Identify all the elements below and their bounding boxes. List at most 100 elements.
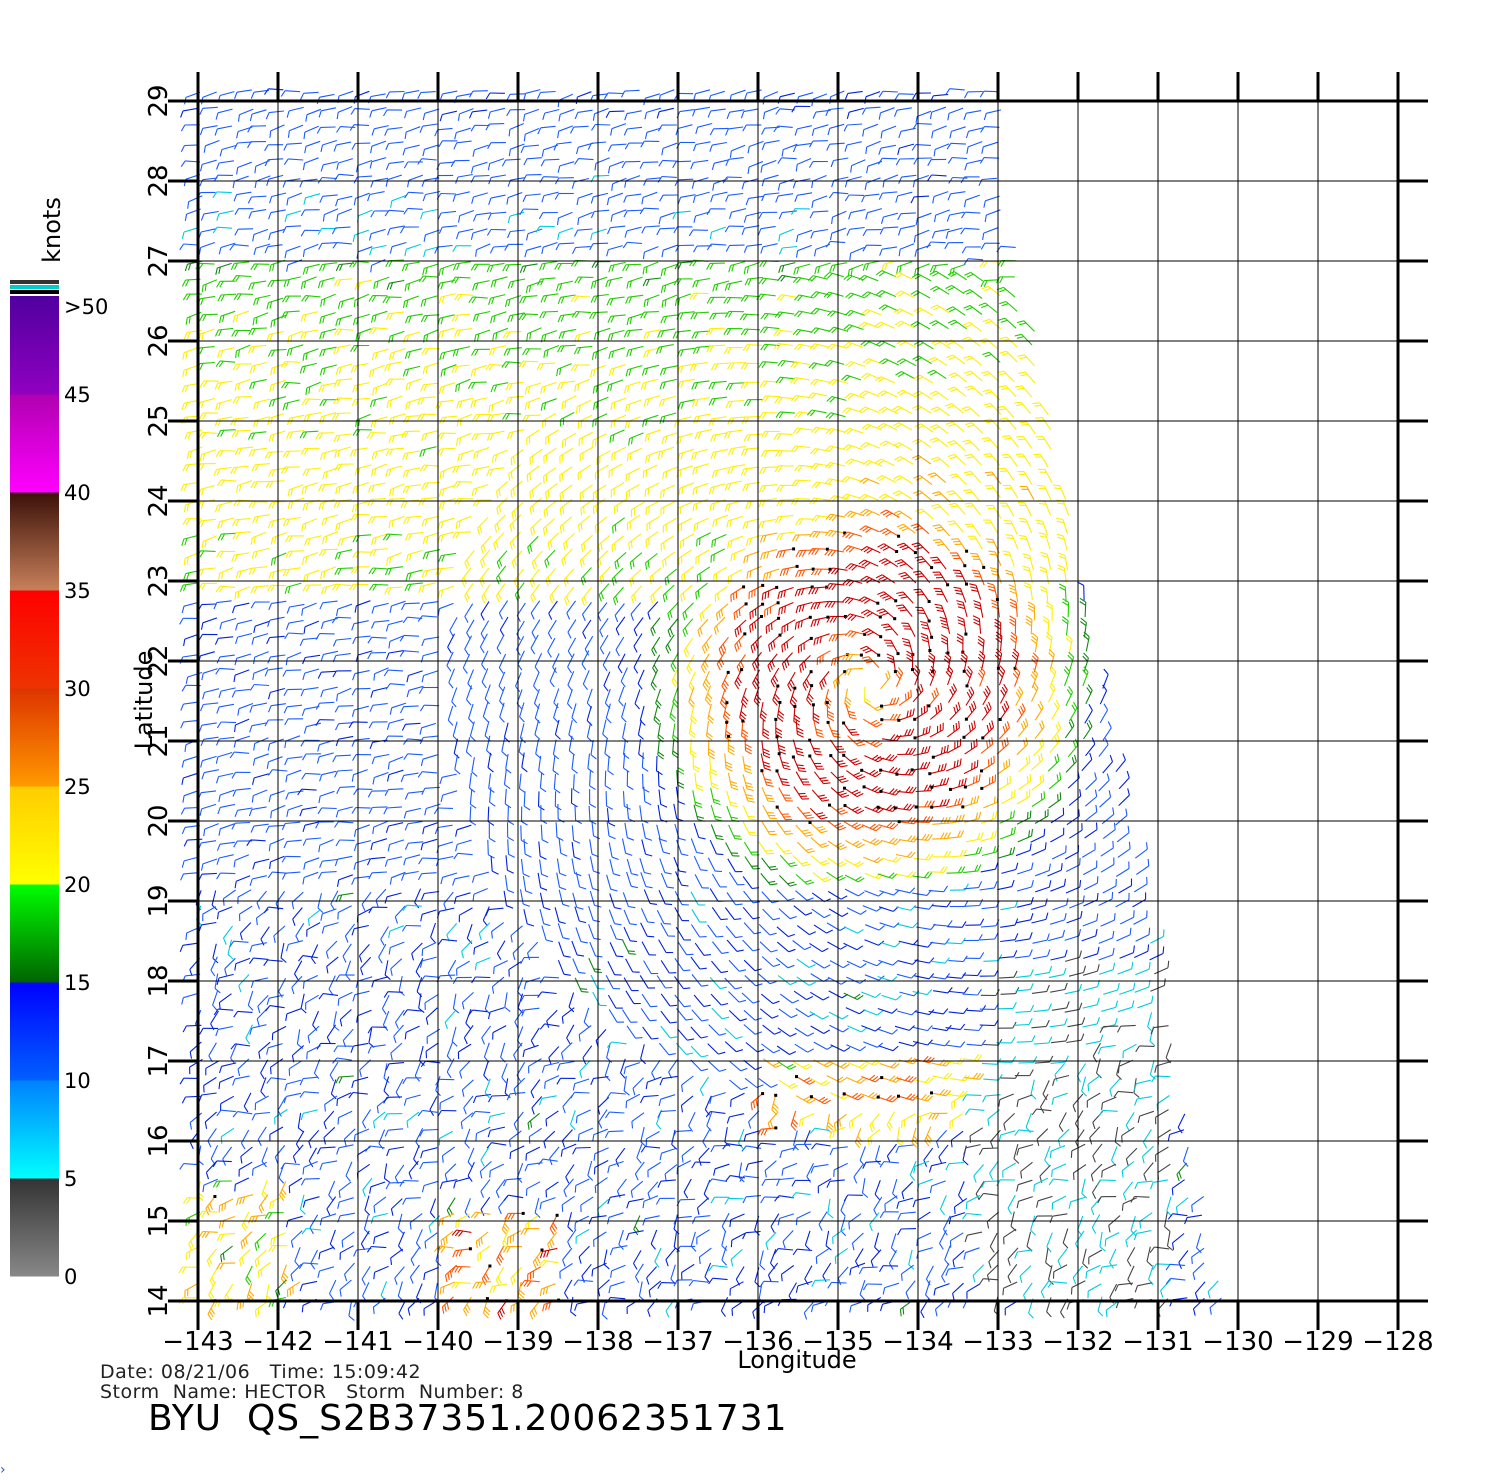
rain-flag-1794 [776,684,780,688]
wind-barb-1051 [559,447,573,464]
wind-barb-2000 [622,753,630,773]
wind-barb-3537 [574,1215,590,1230]
wind-barb-981 [231,429,251,438]
wind-barb-1847 [776,702,785,723]
wind-barb-2966 [863,1041,884,1048]
wind-barb-2430 [420,890,440,901]
wind-barb-3731 [822,1262,832,1283]
wind-barb-1000 [562,432,577,448]
wind-barb-292 [247,195,267,204]
wind-barb-450 [489,245,509,254]
wind-barb-3631 [1166,1231,1174,1251]
wind-barb-1419 [681,566,695,583]
wind-barb-3474 [534,1197,541,1218]
wind-barb-2859 [998,1002,1017,1010]
wind-barb-3728 [767,1262,779,1282]
wind-barb-2518 [981,900,1000,910]
wind-barb-1630 [701,634,713,654]
wind-barb-2177 [844,805,865,814]
wind-barb-2185 [983,795,999,809]
wind-barb-831 [249,379,267,390]
wind-barb-1768 [336,687,352,702]
wind-barb-2800 [962,988,982,996]
wind-barb-1159 [660,484,676,499]
wind-barb-3115 [429,1096,438,1116]
wind-barb-2424 [330,890,339,911]
wind-barb-234 [895,158,915,166]
wind-barb-3594 [520,1228,540,1235]
wind-barb-1829 [468,703,474,724]
x-tick-label-7: −136 [722,1327,793,1357]
wind-barb-1312 [628,533,642,550]
wind-barb-1672 [517,650,525,671]
wind-barb-2591 [310,944,319,965]
wind-barb-1101 [542,467,557,484]
rain-flag-1374 [792,547,796,551]
wind-barb-307 [506,191,523,205]
wind-barb-632 [252,312,269,326]
wind-barb-2058 [694,772,704,792]
wind-barb-2637 [1098,930,1115,944]
wind-barb-3502 [1007,1194,1016,1215]
wind-barb-1560 [402,616,423,624]
wind-barb-2694 [1098,947,1115,961]
wind-barb-3695 [209,1267,219,1287]
wind-barb-2267 [507,839,515,858]
wind-barb-2642 [210,956,218,977]
wind-barb-1721 [448,668,456,689]
wind-barb-1908 [898,708,915,721]
wind-barb-1158 [644,482,660,497]
wind-barb-2068 [861,769,882,778]
wind-barb-1613 [399,634,420,642]
wind-barb-896 [505,395,524,405]
wind-barb-2052 [589,770,596,791]
wind-barb-874 [981,370,1000,383]
wind-barb-1748 [906,650,914,670]
wind-barb-427 [913,229,930,243]
wind-barb-2346 [913,853,934,861]
wind-barb-3774 [520,1279,540,1288]
wind-barb-2579 [1066,910,1083,924]
wind-barb-626 [981,285,1001,297]
wind-barb-3541 [642,1215,660,1226]
wind-barb-3823 [319,1300,338,1311]
wind-barb-201 [336,158,353,170]
x-tick-label-14: −129 [1282,1327,1353,1357]
wind-barb-2706 [328,975,336,996]
wind-barb-1205 [580,499,594,516]
wind-barb-1517 [581,601,592,622]
wind-barb-367 [706,208,726,216]
wind-barb-1386 [1005,534,1019,550]
wind-barb-3739 [945,1266,964,1276]
wind-barb-2086 [218,789,235,803]
rain-flag-1528 [761,602,765,606]
wind-barb-1087 [302,467,321,477]
wind-barb-3447 [1081,1178,1088,1199]
wind-barb-2657 [456,960,470,976]
wind-barb-189 [946,142,966,150]
wind-barb-3632 [1171,1233,1185,1250]
wind-barb-563 [744,276,763,286]
wind-barb-1583 [794,616,811,630]
wind-barb-1856 [928,687,940,707]
wind-barb-2287 [845,840,865,849]
wind-barb-664 [793,310,814,318]
wind-barb-866 [841,374,862,382]
wind-barb-2278 [690,838,704,855]
wind-barb-139 [912,122,932,130]
wind-barb-1891 [602,719,609,740]
wind-barb-1254 [530,518,542,536]
wind-barb-883 [282,399,300,411]
wind-barb-2294 [966,832,984,843]
wind-barb-2195 [203,823,219,837]
wind-barb-2019 [946,738,962,754]
wind-barb-3653 [503,1246,522,1253]
wind-barb-1120 [862,459,883,467]
wind-barb-483 [215,262,232,275]
wind-barb-1441 [1058,552,1069,571]
wind-barb-2690 [1032,949,1051,960]
wind-barb-1274 [860,508,881,517]
wind-barb-3494 [873,1196,883,1217]
wind-barb-768 [875,340,896,348]
wind-barb-2602 [496,940,506,960]
